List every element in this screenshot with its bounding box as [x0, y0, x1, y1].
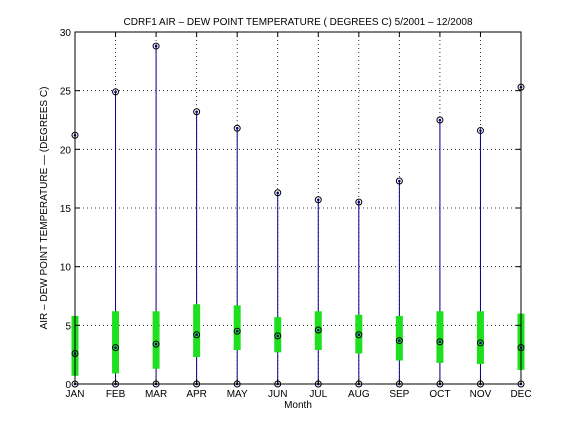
- iqr-box: [233, 305, 241, 350]
- max-marker-dot: [114, 90, 117, 94]
- x-tick-label: JUN: [268, 389, 287, 400]
- median-marker-dot: [438, 340, 442, 344]
- median-marker-dot: [316, 328, 320, 332]
- max-marker: [233, 124, 241, 132]
- max-marker-dot: [398, 179, 401, 183]
- median-marker: [112, 344, 120, 352]
- median-marker: [233, 327, 241, 335]
- max-marker: [152, 42, 160, 50]
- x-tick-label: JAN: [66, 389, 85, 400]
- max-marker: [112, 88, 120, 96]
- x-tick-label: OCT: [429, 389, 450, 400]
- y-tick-label: 0: [65, 380, 71, 391]
- median-marker-dot: [276, 334, 280, 338]
- x-tick-label: APR: [186, 389, 207, 400]
- median-marker: [436, 338, 444, 346]
- median-marker: [355, 331, 363, 339]
- median-marker: [274, 332, 282, 340]
- max-marker: [436, 116, 444, 124]
- median-marker-dot: [114, 346, 117, 349]
- median-marker-dot: [154, 342, 158, 346]
- y-tick-label: 10: [60, 263, 72, 274]
- median-marker: [476, 339, 484, 347]
- iqr-box: [112, 311, 120, 374]
- y-tick-label: 30: [60, 28, 72, 39]
- median-marker-dot: [195, 333, 198, 337]
- max-marker: [355, 198, 363, 206]
- x-tick-label: NOV: [470, 389, 492, 400]
- max-marker-dot: [195, 110, 198, 114]
- median-marker: [314, 326, 322, 334]
- x-axis: JAN FEB MAR APR MAY JUN JUL AUG SEP OCT NOV DEC: [66, 32, 532, 400]
- max-marker-dot: [357, 200, 361, 204]
- x-tick-label: MAY: [227, 389, 248, 400]
- iqr-box: [436, 311, 444, 363]
- max-marker-dot: [154, 44, 158, 48]
- x-tick-label: DEC: [510, 389, 531, 400]
- max-marker: [476, 127, 484, 135]
- x-tick-label: FEB: [106, 389, 126, 400]
- median-marker-dot: [235, 329, 239, 333]
- iqr-box: [476, 311, 484, 365]
- iqr-box: [395, 315, 403, 361]
- y-tick-label: 5: [65, 321, 71, 332]
- y-tick-label: 15: [60, 204, 72, 215]
- x-tick-label: SEP: [389, 389, 409, 400]
- max-marker-dot: [316, 198, 320, 202]
- max-marker-dot: [235, 126, 239, 130]
- median-marker-dot: [479, 341, 482, 345]
- y-tick-label: 20: [60, 145, 72, 156]
- max-marker-dot: [438, 118, 442, 122]
- median-marker: [152, 340, 160, 348]
- y-tick-label: 25: [60, 87, 72, 98]
- median-marker: [193, 331, 201, 339]
- chart-title: CDRF1 AIR – DEW POINT TEMPERATURE ( DEGR…: [124, 17, 473, 28]
- median-marker-dot: [398, 339, 401, 342]
- x-tick-label: AUG: [348, 389, 370, 400]
- max-marker-dot: [479, 129, 482, 132]
- iqr-box: [193, 304, 201, 358]
- max-marker: [314, 196, 322, 204]
- y-axis-label: AIR – DEW POINT TEMPERATURE — (DEGREES C…: [39, 87, 50, 330]
- max-marker: [395, 177, 403, 185]
- plot-background: [75, 32, 521, 384]
- max-marker-dot: [276, 191, 280, 195]
- y-axis: 0 5 10 15 20 25 30: [60, 28, 521, 391]
- iqr-box: [152, 311, 160, 369]
- x-tick-label: JUL: [309, 389, 327, 400]
- max-marker: [274, 189, 282, 197]
- max-marker: [193, 108, 201, 116]
- median-marker: [395, 337, 403, 345]
- x-tick-label: MAR: [145, 389, 167, 400]
- median-marker-dot: [357, 333, 361, 337]
- x-axis-label: Month: [284, 400, 312, 411]
